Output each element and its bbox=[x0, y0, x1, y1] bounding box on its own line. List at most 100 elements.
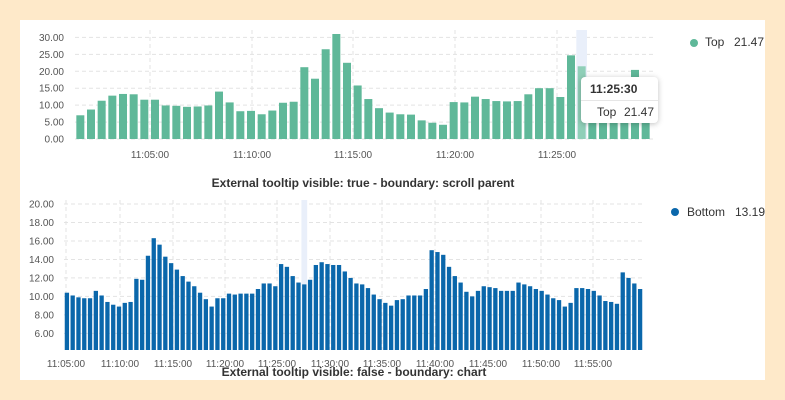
bar[interactable] bbox=[407, 114, 415, 139]
bar[interactable] bbox=[302, 284, 307, 350]
bar[interactable] bbox=[585, 289, 591, 350]
bar[interactable] bbox=[209, 306, 214, 350]
bar[interactable] bbox=[134, 278, 139, 350]
bar[interactable] bbox=[364, 99, 373, 139]
bar[interactable] bbox=[93, 290, 98, 350]
bar[interactable] bbox=[221, 298, 226, 350]
bar[interactable] bbox=[400, 299, 405, 350]
bar[interactable] bbox=[527, 286, 533, 350]
legend-dot-top[interactable] bbox=[690, 39, 698, 47]
bar[interactable] bbox=[157, 244, 162, 350]
bar[interactable] bbox=[475, 290, 481, 350]
bar[interactable] bbox=[533, 289, 539, 350]
bar[interactable] bbox=[97, 100, 106, 139]
bar[interactable] bbox=[396, 114, 405, 139]
bar[interactable] bbox=[375, 108, 383, 139]
bar[interactable] bbox=[637, 289, 643, 350]
bar[interactable] bbox=[232, 294, 237, 350]
bar[interactable] bbox=[383, 302, 388, 350]
bar[interactable] bbox=[247, 110, 255, 139]
bar[interactable] bbox=[261, 283, 266, 350]
bar[interactable] bbox=[174, 269, 180, 350]
bar[interactable] bbox=[193, 106, 202, 139]
bar[interactable] bbox=[313, 264, 319, 350]
bar[interactable] bbox=[319, 262, 324, 350]
bar[interactable] bbox=[614, 303, 620, 350]
bar[interactable] bbox=[551, 298, 556, 350]
bar[interactable] bbox=[180, 276, 185, 350]
bar[interactable] bbox=[161, 105, 170, 139]
bar[interactable] bbox=[332, 34, 341, 139]
bar[interactable] bbox=[423, 289, 429, 350]
bar[interactable] bbox=[626, 277, 631, 350]
bar[interactable] bbox=[87, 298, 93, 350]
bar[interactable] bbox=[128, 301, 133, 350]
bar[interactable] bbox=[452, 276, 457, 350]
bar[interactable] bbox=[151, 99, 159, 139]
bar[interactable] bbox=[439, 124, 447, 139]
bar[interactable] bbox=[325, 264, 330, 350]
bar[interactable] bbox=[215, 91, 223, 139]
bar[interactable] bbox=[255, 289, 261, 350]
bar[interactable] bbox=[215, 298, 220, 350]
bar[interactable] bbox=[140, 279, 145, 350]
bar[interactable] bbox=[268, 110, 277, 139]
bar[interactable] bbox=[70, 295, 75, 350]
bar[interactable] bbox=[417, 295, 423, 350]
bar[interactable] bbox=[388, 305, 394, 350]
bar[interactable] bbox=[510, 290, 515, 350]
bar[interactable] bbox=[236, 111, 245, 139]
bar[interactable] bbox=[471, 96, 479, 139]
bar[interactable] bbox=[290, 276, 295, 350]
bar[interactable] bbox=[539, 290, 544, 350]
bar[interactable] bbox=[609, 301, 614, 350]
bar[interactable] bbox=[300, 67, 309, 139]
bar[interactable] bbox=[417, 120, 426, 139]
bar[interactable] bbox=[343, 62, 351, 139]
bar[interactable] bbox=[197, 292, 203, 350]
bar[interactable] bbox=[278, 264, 284, 350]
bar[interactable] bbox=[296, 282, 301, 350]
bar[interactable] bbox=[377, 299, 382, 350]
bar[interactable] bbox=[464, 291, 469, 350]
bar[interactable] bbox=[76, 297, 81, 350]
bar[interactable] bbox=[87, 109, 95, 139]
bar[interactable] bbox=[82, 298, 87, 350]
bar[interactable] bbox=[429, 250, 434, 350]
bar[interactable] bbox=[487, 287, 492, 350]
bar[interactable] bbox=[273, 286, 278, 350]
bar[interactable] bbox=[289, 101, 298, 139]
bar[interactable] bbox=[203, 299, 209, 350]
bar[interactable] bbox=[99, 295, 104, 350]
bar[interactable] bbox=[111, 304, 116, 350]
bar[interactable] bbox=[64, 292, 70, 350]
bar[interactable] bbox=[513, 101, 522, 139]
bar[interactable] bbox=[574, 288, 579, 350]
bar[interactable] bbox=[168, 263, 174, 350]
bar[interactable] bbox=[257, 114, 266, 139]
bar[interactable] bbox=[279, 102, 287, 139]
bar[interactable] bbox=[481, 99, 490, 139]
bar[interactable] bbox=[603, 301, 608, 350]
bar[interactable] bbox=[163, 256, 168, 350]
bar[interactable] bbox=[119, 93, 127, 139]
legend-dot-bottom[interactable] bbox=[671, 208, 679, 216]
bar[interactable] bbox=[460, 102, 469, 139]
bar[interactable] bbox=[449, 102, 458, 139]
bar[interactable] bbox=[568, 302, 573, 350]
bar[interactable] bbox=[562, 306, 567, 350]
bar[interactable] bbox=[186, 281, 191, 350]
bar[interactable] bbox=[116, 306, 122, 350]
bar[interactable] bbox=[503, 101, 511, 139]
bar[interactable] bbox=[516, 282, 521, 350]
bar[interactable] bbox=[535, 88, 543, 139]
bar[interactable] bbox=[470, 296, 475, 350]
legend-label-top[interactable]: Top bbox=[705, 35, 725, 49]
bar[interactable] bbox=[556, 300, 562, 350]
bar[interactable] bbox=[435, 252, 440, 350]
bar[interactable] bbox=[371, 294, 376, 350]
bar[interactable] bbox=[311, 78, 319, 139]
bar[interactable] bbox=[632, 283, 637, 350]
bar[interactable] bbox=[458, 282, 463, 350]
bar[interactable] bbox=[406, 295, 411, 350]
